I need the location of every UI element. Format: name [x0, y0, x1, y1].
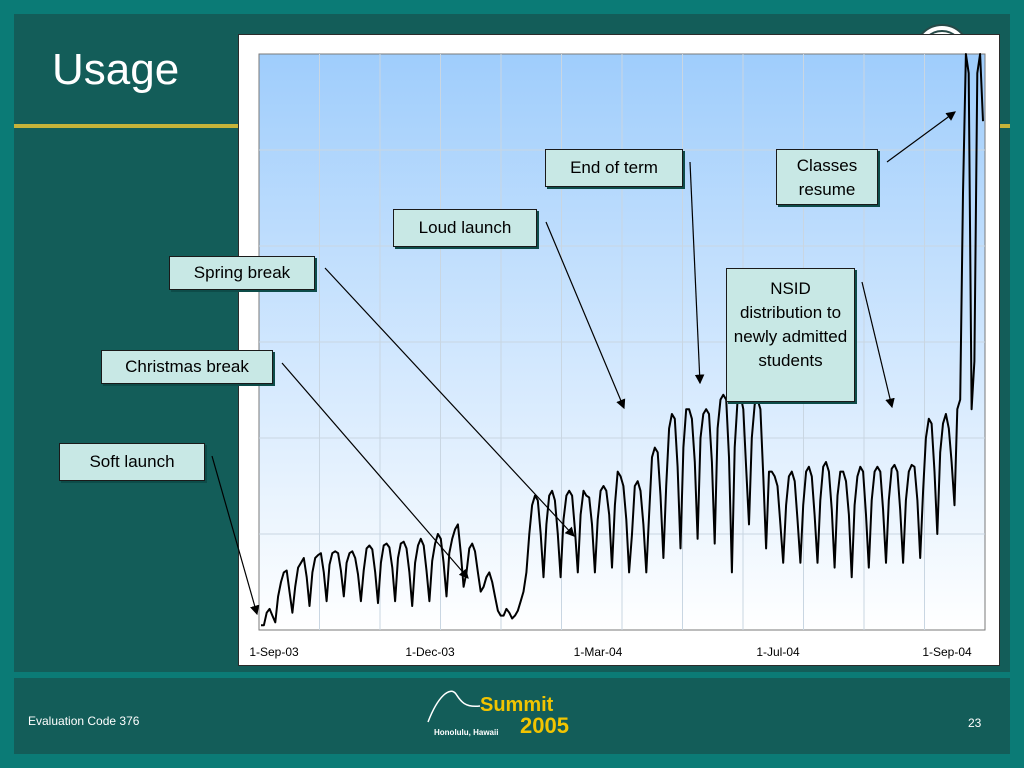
page-number: 23	[968, 716, 982, 730]
callout-nsid: NSID distribution to newly admitted stud…	[726, 268, 855, 402]
callout-christmas-break: Christmas break	[101, 350, 273, 384]
x-tick-label: 1-Sep-04	[922, 645, 972, 659]
callout-loud-launch: Loud launch	[393, 209, 537, 247]
evaluation-code: Evaluation Code 376	[28, 714, 140, 728]
footer-bar	[14, 678, 1010, 754]
summit-place: Honolulu, Hawaii	[434, 728, 499, 737]
x-tick-label: 1-Dec-03	[405, 645, 455, 659]
summit-logo: Summit 2005 Honolulu, Hawaii	[424, 686, 584, 746]
callout-soft-launch: Soft launch	[59, 443, 205, 481]
summit-word: Summit	[480, 694, 554, 716]
callout-end-of-term: End of term	[545, 149, 683, 187]
summit-year: 2005	[520, 713, 569, 738]
x-tick-label: 1-Sep-03	[249, 645, 299, 659]
x-axis-ticks: 1-Sep-03 1-Dec-03 1-Mar-04 1-Jul-04 1-Sep-04	[249, 645, 972, 659]
usage-chart: 1-Sep-03 1-Dec-03 1-Mar-04 1-Jul-04 1-Sep-04	[238, 34, 1000, 666]
summit-swoosh-icon	[427, 690, 481, 723]
callout-classes-resume: Classes resume	[776, 149, 878, 205]
x-tick-label: 1-Jul-04	[756, 645, 800, 659]
usage-chart-svg: 1-Sep-03 1-Dec-03 1-Mar-04 1-Jul-04 1-Sep-04	[249, 53, 986, 659]
callout-spring-break: Spring break	[169, 256, 315, 290]
x-tick-label: 1-Mar-04	[574, 645, 623, 659]
slide-title: Usage	[52, 45, 180, 94]
